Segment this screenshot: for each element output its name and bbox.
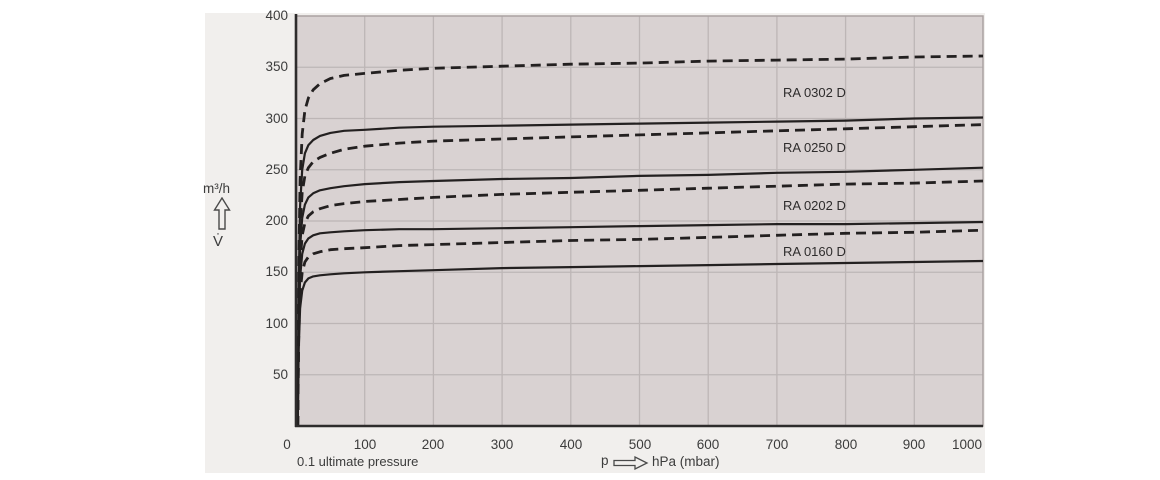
x-axis-unit-label: hPa (mbar)	[652, 454, 720, 469]
y-axis-unit-label: m³/h	[203, 181, 230, 196]
curve-ra-0250-d-dashed	[296, 123, 984, 427]
curve-ra-0160-d-dashed	[296, 228, 984, 427]
curve-ra-0302-d-solid	[296, 116, 984, 427]
x-tick-label: 100	[353, 437, 377, 452]
curve-ra-0202-d-solid	[296, 220, 984, 427]
right-arrow-icon	[613, 455, 649, 476]
y-tick-label: 250	[265, 162, 288, 177]
curve-ra-0250-d-solid	[296, 166, 984, 427]
x-tick-label: 800	[834, 437, 858, 452]
curve-ra-0160-d-solid	[296, 259, 984, 427]
x-tick-label: 1000	[951, 437, 983, 452]
curve-ra-0202-d-dashed	[296, 179, 984, 427]
curve-label: RA 0250 D	[783, 140, 846, 155]
y-axis-symbol-label: V̇	[213, 233, 224, 250]
y-tick-label: 50	[272, 367, 288, 382]
x-tick-label: 900	[902, 437, 926, 452]
x-tick-label: 700	[765, 437, 789, 452]
x-axis-symbol-label: p	[601, 453, 609, 468]
x-tick-label: 500	[628, 437, 652, 452]
up-arrow-icon	[212, 196, 232, 236]
x-tick-label: 600	[696, 437, 720, 452]
y-tick-label: 400	[265, 8, 288, 23]
ultimate-pressure-note: 0.1 ultimate pressure	[297, 454, 419, 469]
y-tick-label: 300	[265, 111, 288, 126]
y-tick-label: 350	[265, 59, 288, 74]
curve-label: RA 0302 D	[783, 85, 846, 100]
curve-ra-0302-d-dashed	[296, 54, 984, 427]
x-tick-label: 300	[490, 437, 514, 452]
curve-label: RA 0202 D	[783, 198, 846, 213]
x-tick-label: 200	[421, 437, 445, 452]
x-tick-label: 400	[559, 437, 583, 452]
x-tick-label: 0	[283, 437, 291, 452]
curve-label: RA 0160 D	[783, 244, 846, 259]
y-tick-label: 200	[265, 213, 288, 228]
y-tick-label: 100	[265, 316, 288, 331]
y-tick-label: 150	[265, 264, 288, 279]
